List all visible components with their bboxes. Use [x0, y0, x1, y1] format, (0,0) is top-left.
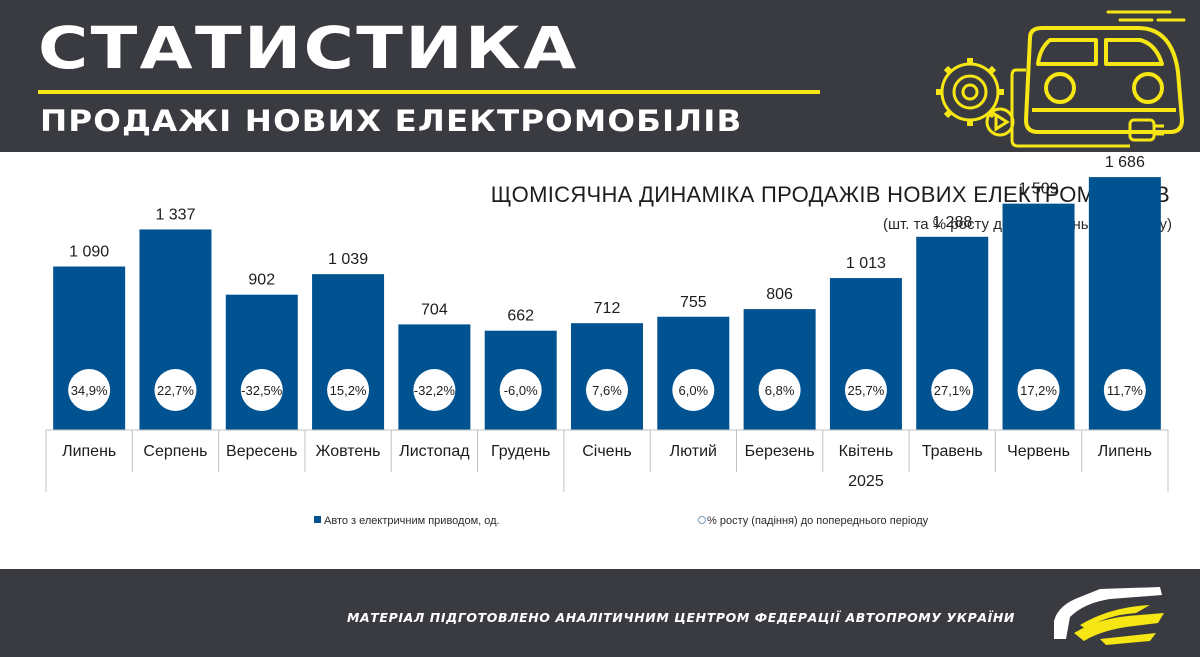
x-tick-label: Вересень	[226, 443, 297, 460]
x-tick-label: Серпень	[143, 443, 207, 460]
growth-label: 22,7%	[157, 383, 194, 398]
bar-value-label: 1 288	[932, 214, 972, 231]
growth-marker	[327, 369, 370, 411]
bar-value-label: 755	[680, 294, 707, 311]
bar-value-label: 806	[766, 286, 793, 303]
x-tick-label: Квітень	[839, 443, 894, 460]
legend-swatch-units	[314, 516, 321, 523]
decor-lines	[1106, 10, 1186, 22]
page-title: СТАТИСТИКА	[38, 14, 579, 82]
bar-value-label: 704	[421, 301, 448, 318]
bar-value-label: 902	[248, 272, 275, 289]
growth-marker	[68, 369, 111, 411]
header-illustration	[936, 10, 1186, 148]
growth-label: -32,2%	[414, 383, 456, 398]
growth-label: 17,2%	[1020, 383, 1057, 398]
electric-car-icon	[1024, 26, 1184, 134]
growth-marker	[844, 369, 887, 411]
bar-value-label: 1 337	[155, 206, 195, 223]
chart-title: ЩОМІСЯЧНА ДИНАМІКА ПРОДАЖІВ НОВИХ ЕЛЕКТР…	[490, 182, 1170, 207]
car-logo-icon	[1054, 587, 1164, 645]
growth-label: 27,1%	[934, 383, 971, 398]
growth-marker	[413, 369, 456, 411]
growth-marker	[1017, 369, 1060, 411]
x-tick-label: Травень	[922, 443, 983, 460]
gear-icon	[936, 58, 1004, 126]
legend-label-units: Авто з електричним приводом, од.	[324, 515, 500, 527]
x-tick-label: Липень	[62, 443, 116, 460]
x-tick-label: Липень	[1098, 443, 1152, 460]
bar-value-label: 1 686	[1105, 154, 1145, 171]
growth-label: 15,2%	[330, 383, 367, 398]
growth-label: 34,9%	[71, 383, 108, 398]
growth-label: 11,7%	[1107, 383, 1143, 398]
growth-marker	[931, 369, 974, 411]
x-tick-label: Жовтень	[316, 443, 381, 460]
growth-marker	[672, 369, 715, 411]
x-tick-label: Грудень	[491, 443, 550, 460]
footer-banner: МАТЕРІАЛ ПІДГОТОВЛЕНО АНАЛІТИЧНИМ ЦЕНТРО…	[0, 569, 1200, 657]
growth-label: -6,0%	[504, 383, 538, 398]
x-tick-label: Березень	[745, 443, 815, 460]
growth-marker	[586, 369, 628, 411]
growth-marker	[758, 369, 801, 411]
x-tick-label: Листопад	[399, 443, 470, 460]
x-tick-label: Червень	[1007, 443, 1070, 460]
bar-value-label: 1 039	[328, 251, 368, 268]
bar-value-label: 1 013	[846, 255, 886, 272]
growth-marker	[154, 369, 197, 411]
title-underline	[38, 90, 820, 94]
growth-label: 6,0%	[678, 383, 708, 398]
plug-icon	[1010, 68, 1164, 148]
legend-label-growth: % росту (падіння) до попереднього період…	[707, 515, 929, 527]
bar-value-label: 712	[594, 300, 621, 317]
footer-credit: МАТЕРІАЛ ПІДГОТОВЛЕНО АНАЛІТИЧНИМ ЦЕНТРО…	[346, 610, 1015, 625]
page-subtitle: ПРОДАЖІ НОВИХ ЕЛЕКТРОМОБІЛІВ	[40, 104, 743, 138]
growth-label: 6,8%	[765, 383, 795, 398]
bar-chart: 1 090 34,9% Липень 1 337 22,7% Серпень 902 -32,…	[45, 154, 1169, 527]
bar-value-label: 1 090	[69, 244, 109, 261]
x-tick-label: Січень	[582, 443, 632, 460]
year-group-label: 2025	[848, 473, 884, 490]
bar-value-label: 662	[507, 308, 534, 325]
growth-marker	[240, 369, 283, 411]
growth-marker	[499, 369, 542, 411]
growth-label: 7,6%	[592, 383, 622, 398]
header-banner: СТАТИСТИКА ПРОДАЖІ НОВИХ ЕЛЕКТРОМОБІЛІВ	[0, 0, 1200, 152]
legend-swatch-growth	[698, 516, 706, 524]
bar-value-label: 1 509	[1019, 181, 1059, 198]
growth-label: -32,5%	[241, 383, 283, 398]
growth-label: 25,7%	[847, 383, 884, 398]
growth-marker	[1103, 369, 1146, 411]
x-tick-label: Лютий	[670, 443, 717, 460]
